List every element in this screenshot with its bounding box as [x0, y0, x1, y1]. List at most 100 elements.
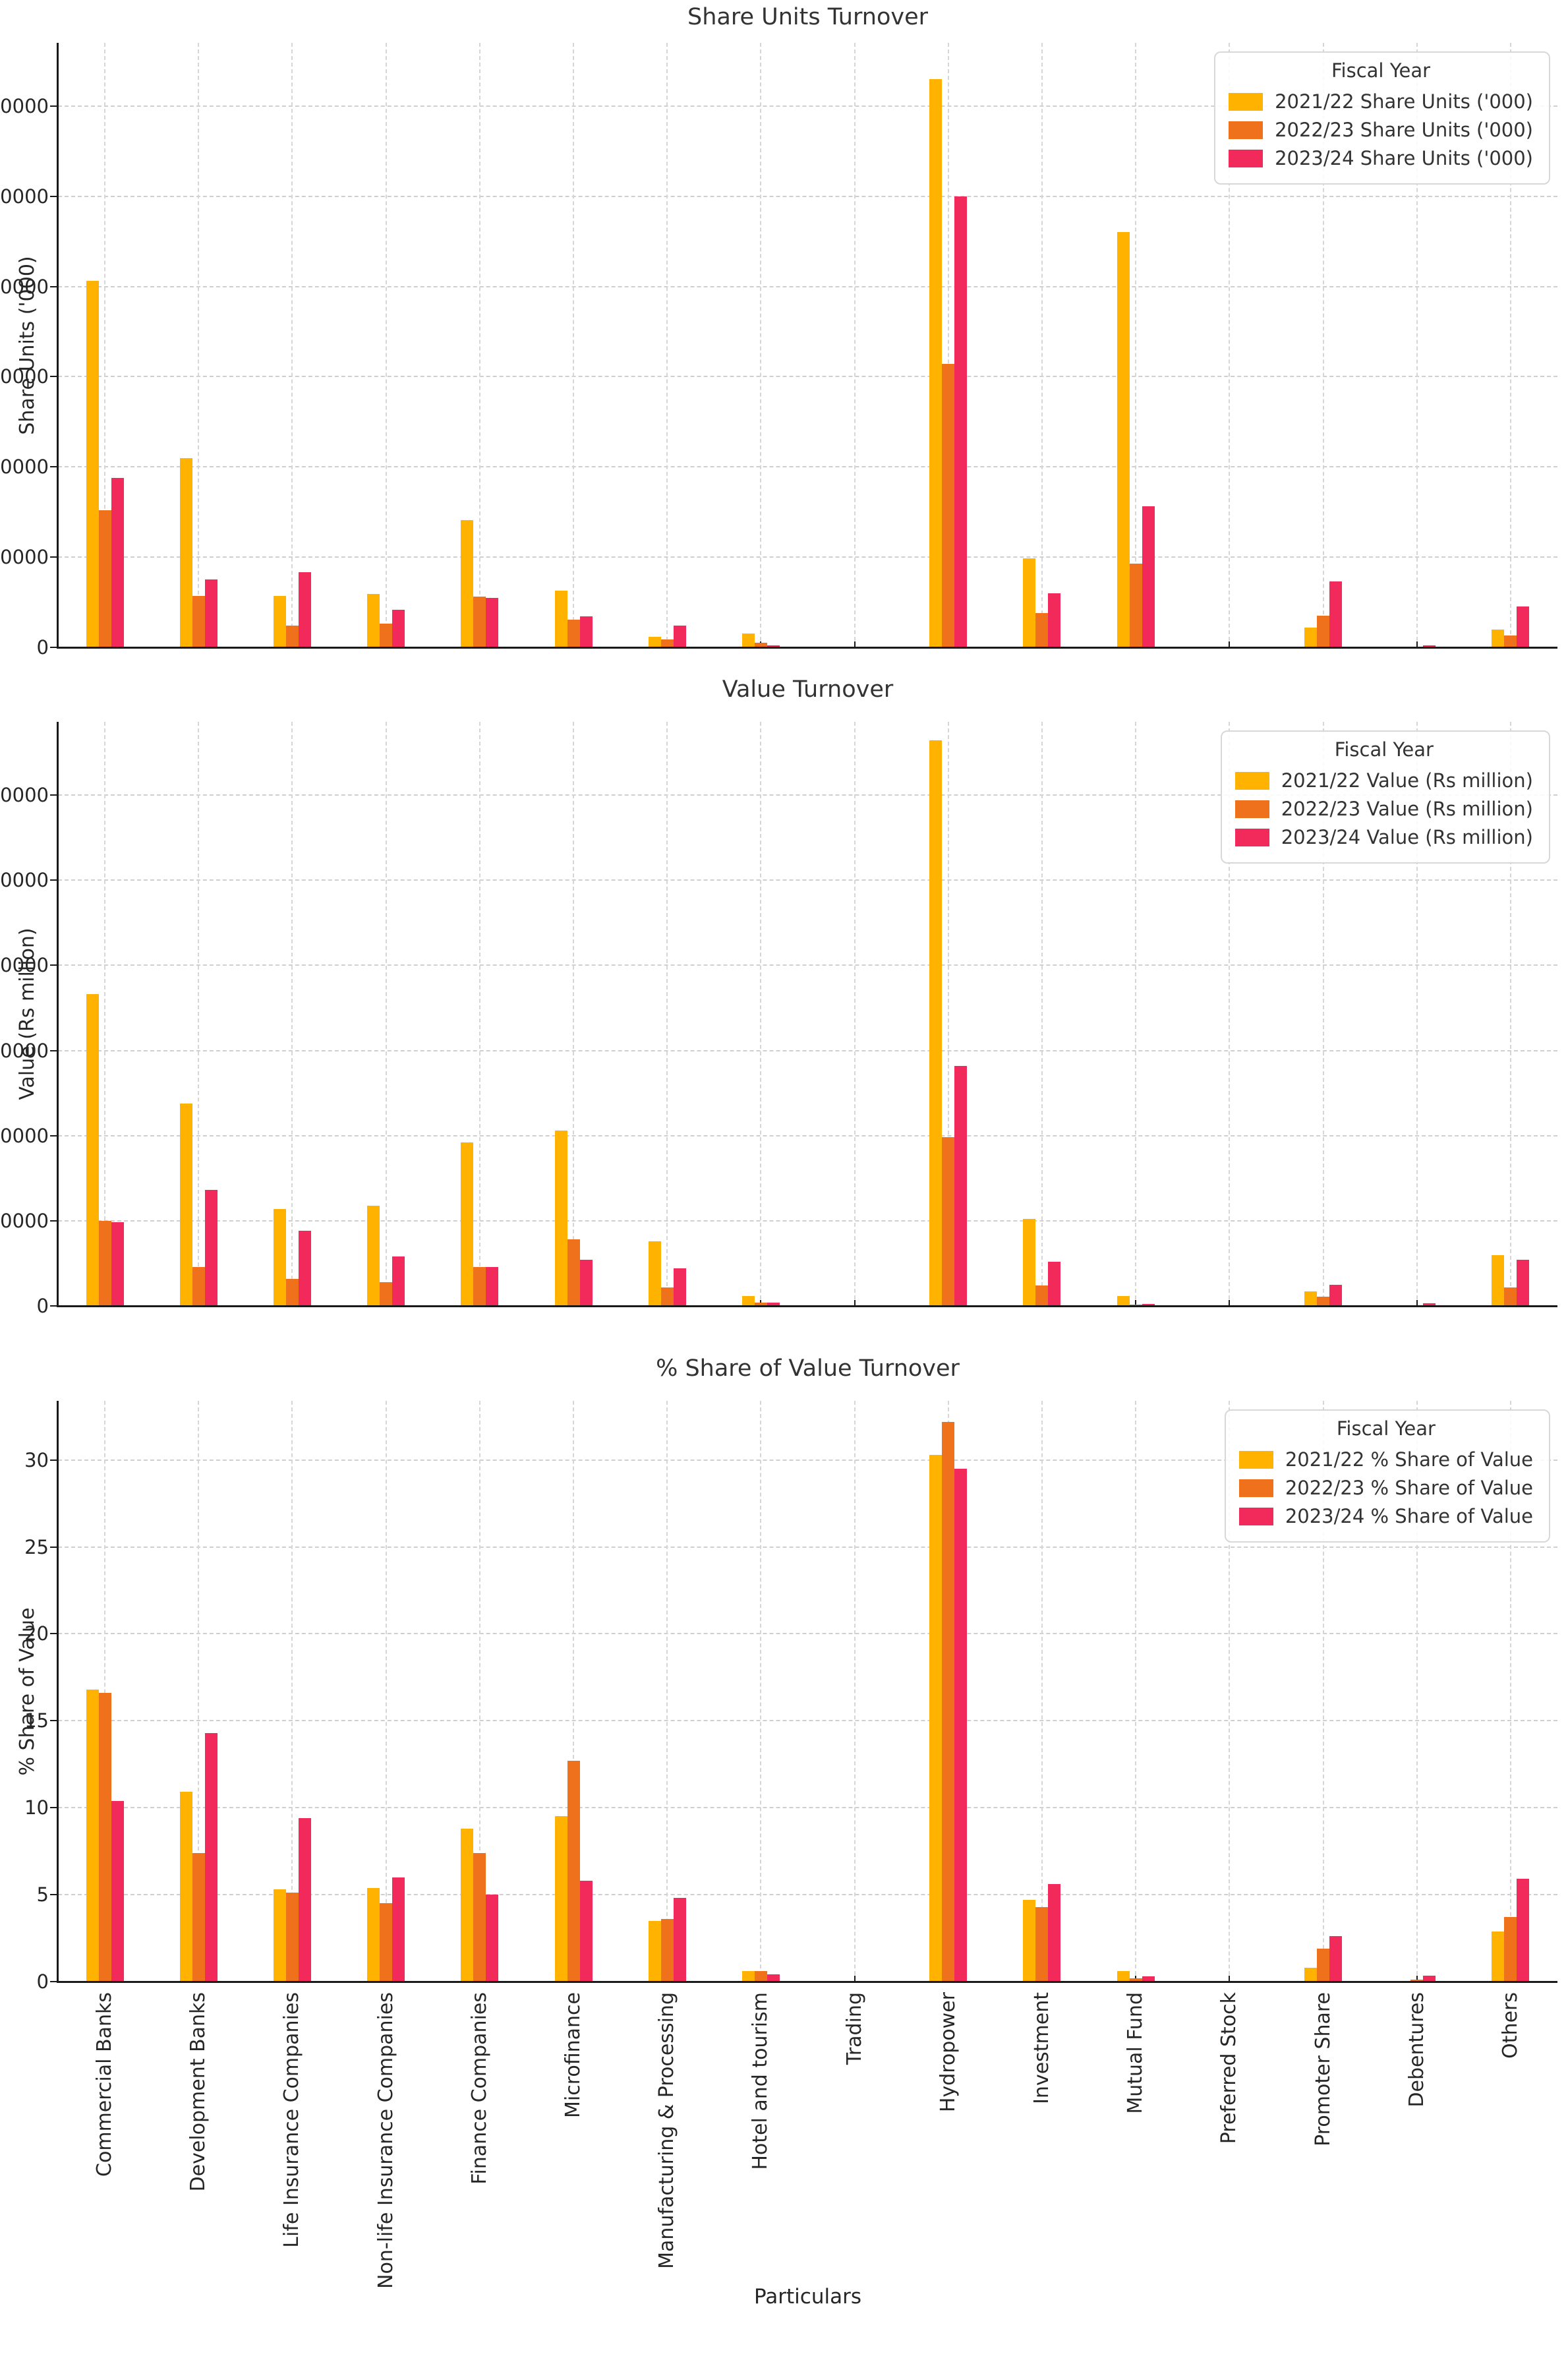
bar: [274, 1209, 286, 1306]
bar: [1410, 1980, 1423, 1982]
y-tick-label: 0: [36, 1970, 49, 1993]
bar: [1023, 1900, 1035, 1982]
bar: [205, 1190, 218, 1306]
x-gridline: [760, 43, 761, 647]
bar: [1142, 506, 1155, 647]
y-tick-label: 5: [36, 1883, 49, 1906]
legend-entry: 2021/22 Value (Rs million): [1234, 769, 1533, 792]
bar: [580, 1260, 593, 1306]
y-gridline: [58, 1807, 1557, 1808]
legend-label: 2021/22 Share Units ('000): [1275, 90, 1533, 113]
y-tick-label: 10: [24, 1796, 49, 1819]
bar: [99, 1221, 111, 1306]
y-tick-label: 600000: [0, 95, 49, 117]
bar: [649, 1921, 661, 1982]
x-tick-label: Microfinance: [562, 1992, 585, 2119]
bar: [205, 579, 218, 647]
legend-swatch-icon: [1229, 149, 1263, 167]
legend-label: 2021/22 % Share of Value: [1285, 1448, 1533, 1471]
bar: [86, 1690, 99, 1982]
x-gridline: [760, 1401, 761, 1982]
bar: [929, 1455, 942, 1982]
x-gridline: [573, 1401, 574, 1982]
legend-entry: 2023/24 Value (Rs million): [1234, 826, 1533, 848]
x-gridline: [291, 1401, 293, 1982]
y-gridline: [58, 376, 1557, 377]
x-gridline: [1416, 43, 1418, 647]
legend-label: 2023/24 % Share of Value: [1285, 1505, 1533, 1527]
bar: [1304, 628, 1317, 647]
bar: [1117, 1296, 1130, 1306]
legend-swatch-icon: [1238, 1479, 1273, 1497]
legend-title: Fiscal Year: [1334, 738, 1434, 761]
x-tick-mark: [1416, 641, 1418, 647]
y-gridline: [58, 879, 1557, 881]
x-tick-label: Trading: [843, 1992, 866, 2065]
bar: [86, 281, 99, 647]
bar: [674, 626, 686, 647]
x-axis-line: [57, 1305, 1557, 1307]
bar: [580, 616, 593, 647]
y-tick-mark: [50, 286, 57, 287]
y-tick-label: 200000: [0, 954, 49, 976]
bar: [380, 1282, 392, 1306]
bar: [1423, 1976, 1436, 1982]
legend-entry: 2022/23 Share Units ('000): [1229, 119, 1533, 141]
bar: [1329, 581, 1342, 647]
y-tick-mark: [50, 1720, 57, 1721]
bar: [380, 1903, 392, 1982]
bar: [1035, 1907, 1048, 1982]
x-tick-label: Debentures: [1405, 1992, 1428, 2108]
legend-entry: 2022/23 % Share of Value: [1238, 1477, 1533, 1499]
x-gridline: [198, 722, 199, 1306]
bar: [192, 596, 205, 647]
y-gridline: [58, 1633, 1557, 1634]
y-tick-label: 50000: [0, 1210, 49, 1232]
x-axis-line: [57, 647, 1557, 649]
x-gridline: [1510, 43, 1511, 647]
legend-swatch-icon: [1234, 800, 1269, 818]
bar: [649, 1241, 661, 1306]
x-axis-title: Particulars: [753, 2285, 861, 2309]
legend-swatch-icon: [1238, 1450, 1273, 1469]
bar: [286, 1279, 299, 1306]
x-gridline: [854, 1401, 856, 1982]
y-tick-mark: [50, 879, 57, 881]
y-gridline: [58, 1460, 1557, 1461]
x-gridline: [1416, 722, 1418, 1306]
chart-title: % Share of Value Turnover: [656, 1355, 960, 1382]
x-gridline: [198, 43, 199, 647]
bar: [929, 79, 942, 647]
legend-label: 2022/23 Share Units ('000): [1275, 119, 1533, 141]
x-tick-mark: [1416, 1976, 1418, 1982]
y-gridline: [58, 964, 1557, 966]
x-tick-label: Hotel and tourism: [749, 1992, 772, 2170]
y-gridline: [58, 196, 1557, 197]
bar: [1035, 1285, 1048, 1306]
bar: [1317, 1949, 1329, 1982]
bar: [1329, 1936, 1342, 1982]
y-gridline: [58, 794, 1557, 796]
bar: [299, 1231, 311, 1306]
x-gridline: [104, 43, 105, 647]
legend-swatch-icon: [1229, 92, 1263, 111]
bar: [567, 1239, 580, 1306]
bar: [1492, 1255, 1504, 1306]
bar: [555, 1131, 567, 1306]
x-gridline: [1229, 722, 1230, 1306]
bar: [661, 1287, 674, 1306]
x-gridline: [1416, 1401, 1418, 1982]
y-gridline: [58, 1720, 1557, 1721]
y-tick-mark: [50, 1135, 57, 1136]
x-gridline: [386, 1401, 387, 1982]
bar: [1023, 1219, 1035, 1306]
x-tick-label: Promoter Share: [1312, 1992, 1335, 2146]
bar: [180, 458, 192, 647]
bar: [1423, 1303, 1436, 1306]
y-tick-label: 100000: [0, 546, 49, 568]
legend-swatch-icon: [1229, 121, 1263, 139]
x-gridline: [1323, 722, 1324, 1306]
bar: [1504, 1917, 1517, 1982]
bar: [1504, 635, 1517, 647]
x-tick-mark: [1135, 1300, 1136, 1306]
